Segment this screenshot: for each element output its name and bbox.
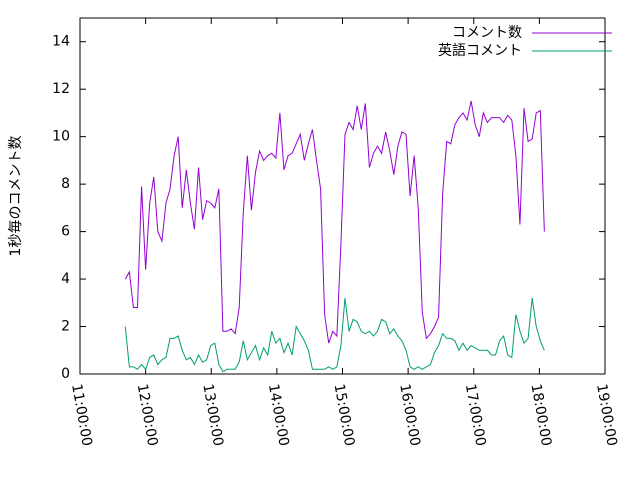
y-tick-label: 10 [52,129,70,145]
x-tick-label: 18:00:00 [527,383,554,448]
y-tick-label: 0 [61,366,70,382]
x-tick-label: 13:00:00 [199,383,226,448]
x-tick-label: 17:00:00 [462,383,489,448]
x-tick-label: 19:00:00 [593,383,620,448]
y-tick-label: 6 [61,224,70,240]
x-tick-label: 16:00:00 [396,383,423,448]
x-tick-label: 11:00:00 [68,383,95,448]
x-tick-label: 15:00:00 [331,383,358,448]
x-tick-label: 14:00:00 [265,383,292,448]
legend-label: コメント数 [452,25,522,41]
legend-label: 英語コメント [438,42,522,59]
y-tick-label: 8 [61,176,70,192]
y-axis-label: 1秒毎のコメント数 [8,136,24,257]
x-tick-label: 12:00:00 [134,383,161,448]
series-line [124,297,545,373]
y-tick-label: 4 [61,271,70,287]
series-line [124,100,545,344]
y-tick-label: 14 [52,34,70,50]
y-tick-label: 12 [52,81,70,97]
y-tick-label: 2 [61,319,70,335]
